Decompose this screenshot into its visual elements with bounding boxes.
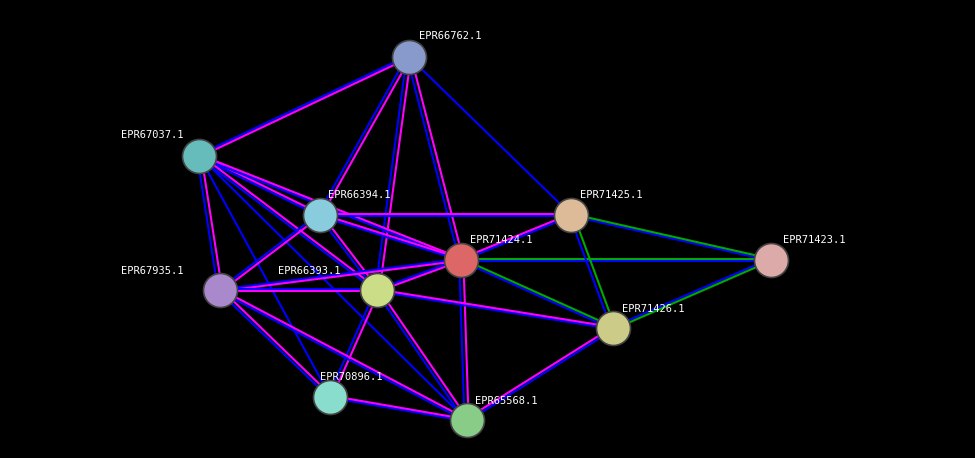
- Point: [762, 256, 778, 263]
- Point: [564, 211, 579, 218]
- Text: EPR66393.1: EPR66393.1: [278, 266, 340, 276]
- Point: [312, 211, 328, 218]
- Text: EPR65568.1: EPR65568.1: [475, 396, 537, 406]
- Point: [213, 287, 228, 294]
- Text: EPR71424.1: EPR71424.1: [470, 235, 532, 245]
- Text: EPR71426.1: EPR71426.1: [622, 304, 684, 314]
- Text: EPR70896.1: EPR70896.1: [320, 372, 382, 382]
- Point: [370, 287, 385, 294]
- Text: EPR71423.1: EPR71423.1: [783, 235, 845, 245]
- Point: [458, 417, 474, 424]
- Point: [401, 53, 416, 60]
- Point: [453, 256, 469, 263]
- Text: EPR67037.1: EPR67037.1: [121, 130, 183, 140]
- Point: [605, 324, 621, 332]
- Point: [323, 393, 338, 400]
- Text: EPR71425.1: EPR71425.1: [580, 191, 643, 200]
- Text: EPR67935.1: EPR67935.1: [121, 266, 183, 276]
- Text: EPR66762.1: EPR66762.1: [419, 31, 482, 41]
- Text: EPR66394.1: EPR66394.1: [329, 191, 391, 200]
- Point: [191, 152, 207, 159]
